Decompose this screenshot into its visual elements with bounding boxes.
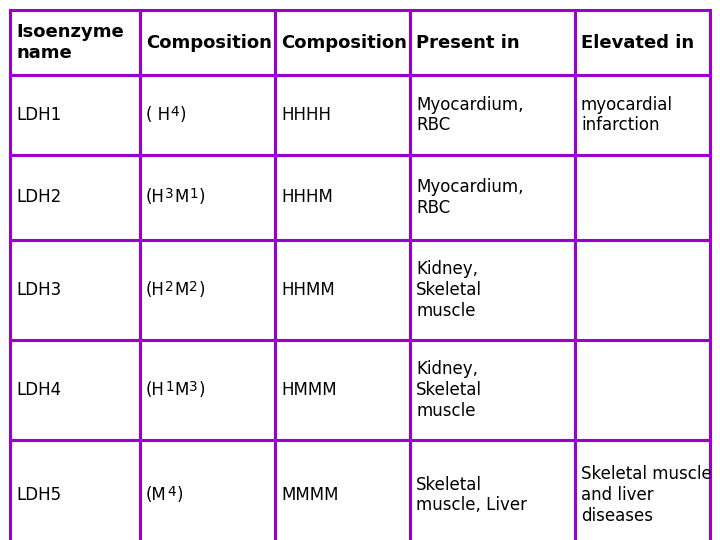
- Text: LDH3: LDH3: [16, 281, 61, 299]
- Text: ( H: ( H: [146, 106, 170, 124]
- Text: myocardial
infarction: myocardial infarction: [581, 96, 673, 134]
- Bar: [275, 75, 410, 155]
- Bar: [140, 440, 275, 540]
- Bar: [10, 75, 140, 155]
- Bar: [140, 240, 275, 340]
- Text: 2: 2: [189, 280, 198, 294]
- Text: ): ): [176, 486, 183, 504]
- Bar: [140, 10, 275, 75]
- Text: Kidney,
Skeletal
muscle: Kidney, Skeletal muscle: [416, 360, 482, 420]
- Text: LDH5: LDH5: [16, 486, 61, 504]
- Bar: [275, 10, 410, 75]
- Bar: [10, 240, 140, 340]
- Bar: [410, 440, 575, 540]
- Text: HMMM: HMMM: [281, 381, 337, 399]
- Bar: [575, 240, 710, 340]
- Text: M: M: [174, 188, 189, 206]
- Text: 2: 2: [166, 280, 174, 294]
- Text: Present in: Present in: [416, 33, 520, 51]
- Text: Skeletal
muscle, Liver: Skeletal muscle, Liver: [416, 476, 527, 515]
- Bar: [275, 155, 410, 240]
- Text: 4: 4: [171, 105, 179, 119]
- Text: Skeletal muscle
and liver
diseases: Skeletal muscle and liver diseases: [581, 465, 712, 525]
- Bar: [140, 155, 275, 240]
- Text: 3: 3: [189, 380, 198, 394]
- Text: Myocardium,
RBC: Myocardium, RBC: [416, 96, 523, 134]
- Text: (H: (H: [146, 381, 165, 399]
- Text: (H: (H: [146, 281, 165, 299]
- Text: Elevated in: Elevated in: [581, 33, 694, 51]
- Text: (H: (H: [146, 188, 165, 206]
- Text: 3: 3: [166, 187, 174, 201]
- Text: Kidney,
Skeletal
muscle: Kidney, Skeletal muscle: [416, 260, 482, 320]
- Bar: [10, 10, 140, 75]
- Text: HHHM: HHHM: [281, 188, 333, 206]
- Text: Myocardium,
RBC: Myocardium, RBC: [416, 178, 523, 217]
- Bar: [410, 340, 575, 440]
- Text: Composition: Composition: [281, 33, 407, 51]
- Text: 1: 1: [189, 187, 198, 201]
- Bar: [275, 440, 410, 540]
- Bar: [575, 75, 710, 155]
- Bar: [410, 75, 575, 155]
- Text: ): ): [180, 106, 186, 124]
- Bar: [275, 240, 410, 340]
- Text: HHHH: HHHH: [281, 106, 331, 124]
- Text: LDH2: LDH2: [16, 188, 61, 206]
- Bar: [10, 155, 140, 240]
- Bar: [575, 340, 710, 440]
- Bar: [575, 155, 710, 240]
- Text: LDH4: LDH4: [16, 381, 61, 399]
- Bar: [10, 440, 140, 540]
- Text: HHMM: HHMM: [281, 281, 335, 299]
- Text: 1: 1: [166, 380, 174, 394]
- Bar: [410, 155, 575, 240]
- Text: 4: 4: [167, 485, 176, 499]
- Text: (M: (M: [146, 486, 167, 504]
- Text: MMMM: MMMM: [281, 486, 338, 504]
- Bar: [410, 240, 575, 340]
- Bar: [410, 10, 575, 75]
- Bar: [575, 10, 710, 75]
- Text: M: M: [174, 381, 189, 399]
- Text: ): ): [199, 281, 205, 299]
- Text: LDH1: LDH1: [16, 106, 61, 124]
- Bar: [140, 75, 275, 155]
- Bar: [10, 340, 140, 440]
- Text: ): ): [199, 381, 205, 399]
- Text: ): ): [199, 188, 205, 206]
- Text: M: M: [174, 281, 189, 299]
- Bar: [275, 340, 410, 440]
- Bar: [575, 440, 710, 540]
- Text: Composition: Composition: [146, 33, 272, 51]
- Text: Isoenzyme
name: Isoenzyme name: [16, 23, 124, 62]
- Bar: [140, 340, 275, 440]
